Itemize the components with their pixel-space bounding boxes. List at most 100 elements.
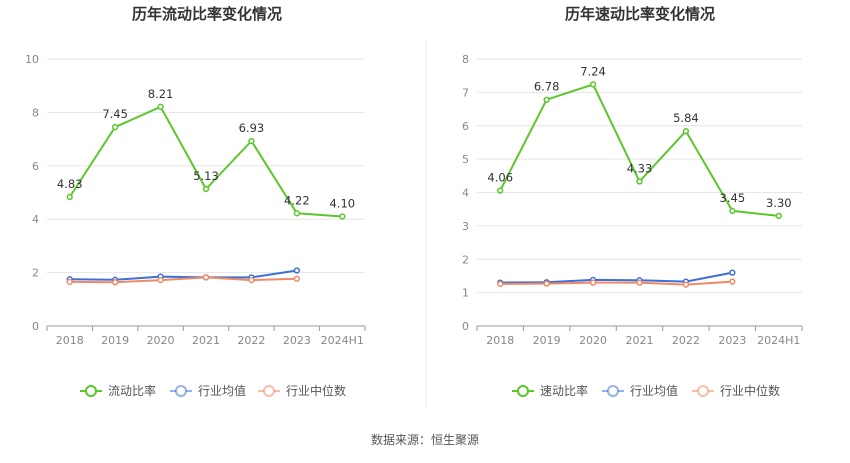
y-tick-label: 5: [462, 153, 469, 166]
legend-marker: [697, 385, 709, 397]
y-tick-label: 0: [462, 320, 469, 333]
data-point-median: [497, 280, 504, 288]
legend-item-main: 流动比率: [80, 383, 156, 398]
data-point-median: [729, 278, 736, 285]
legend-label: 速动比率: [540, 383, 588, 398]
data-label: 6.78: [534, 80, 560, 94]
data-point-median: [248, 276, 255, 284]
series-line-avg: [69, 269, 298, 281]
x-tick-label: 2018: [486, 334, 514, 347]
data-point-main: [111, 123, 119, 131]
x-tick-label: 2019: [533, 334, 561, 347]
series-line-median: [500, 280, 733, 286]
y-tick-label: 8: [462, 53, 469, 66]
data-label: 5.84: [673, 111, 699, 125]
x-tick-label: 2018: [56, 334, 84, 347]
y-tick-label: 6: [462, 120, 469, 133]
data-label: 4.22: [284, 193, 310, 207]
data-label: 4.06: [487, 170, 513, 184]
data-point-median: [111, 279, 119, 286]
chart-1: 历年流动比率变化情况 0 2 4 6 8 10 2018 2019 2020 2021 2022 202…: [25, 5, 366, 398]
data-point-main: [339, 213, 346, 220]
legend-marker: [263, 385, 275, 397]
data-point-median: [66, 278, 73, 286]
source-note: 数据来源：恒生聚源: [371, 432, 479, 447]
data-label: 8.21: [148, 87, 174, 101]
data-point-main: [157, 103, 164, 110]
data-point-main: [293, 210, 301, 217]
legend-label: 行业均值: [630, 383, 678, 398]
x-tick-label: 2019: [101, 334, 129, 347]
x-tick-label: 2020: [147, 334, 175, 347]
data-point-median: [682, 281, 690, 288]
legend-item-median: 行业中位数: [692, 383, 780, 398]
data-point-main: [636, 178, 643, 185]
data-point-median: [589, 279, 597, 286]
x-tick-label: 2022: [672, 334, 700, 347]
y-tick-label: 1: [462, 287, 469, 300]
chart-2: 历年速动比率变化情况 0 1 2 3 4 5 6 7 8 2018 2019 2020 2021 2022 2…: [462, 5, 803, 398]
x-tick-label: 2024H1: [321, 334, 364, 347]
x-tick-label: 2024H1: [757, 334, 800, 347]
data-label: 6.93: [239, 121, 265, 135]
data-point-main: [589, 81, 597, 88]
legend-marker: [85, 385, 97, 397]
data-point-avg: [729, 269, 736, 276]
data-point-median: [543, 280, 550, 287]
legend-marker: [607, 385, 619, 397]
data-point-median: [636, 279, 643, 286]
data-label: 4.10: [329, 197, 355, 211]
data-label: 7.24: [580, 64, 606, 78]
series-line-avg: [500, 271, 733, 284]
data-point-main: [775, 212, 782, 220]
y-tick-label: 10: [25, 53, 39, 66]
data-point-median: [293, 275, 301, 282]
y-tick-label: 2: [462, 253, 469, 266]
data-point-median: [202, 274, 210, 281]
x-tick-label: 2022: [237, 334, 265, 347]
chart-title: 历年速动比率变化情况: [565, 5, 715, 23]
x-tick-label: 2020: [579, 334, 607, 347]
x-tick-label: 2021: [192, 334, 220, 347]
data-point-main: [202, 185, 210, 193]
y-tick-label: 4: [32, 213, 39, 226]
data-point-main: [729, 207, 736, 215]
data-label: 7.45: [102, 107, 128, 121]
x-tick-label: 2023: [283, 334, 311, 347]
legend-item-avg: 行业均值: [602, 383, 678, 398]
data-point-main: [248, 137, 255, 145]
data-label: 5.13: [193, 169, 219, 183]
data-point-main: [682, 127, 690, 135]
data-label: 3.30: [766, 196, 792, 210]
y-tick-label: 3: [462, 220, 469, 233]
y-tick-label: 2: [32, 267, 39, 280]
data-point-median: [157, 276, 164, 284]
legend-label: 行业中位数: [720, 383, 780, 398]
y-tick-label: 6: [32, 160, 39, 173]
data-point-avg: [293, 267, 301, 274]
legend-label: 行业均值: [198, 383, 246, 398]
data-label: 3.45: [720, 191, 746, 205]
data-point-main: [497, 187, 504, 194]
y-tick-label: 8: [32, 106, 39, 119]
legend-label: 行业中位数: [286, 383, 346, 398]
legend-item-median: 行业中位数: [258, 383, 346, 398]
y-tick-label: 4: [462, 187, 469, 200]
x-tick-label: 2021: [626, 334, 654, 347]
y-tick-label: 0: [32, 320, 39, 333]
data-label: 4.33: [627, 161, 653, 175]
series-line-median: [69, 276, 297, 284]
legend-label: 流动比率: [108, 383, 156, 398]
legend-item-avg: 行业均值: [170, 383, 246, 398]
y-tick-label: 7: [462, 86, 469, 99]
data-label: 4.83: [57, 177, 83, 191]
chart-title: 历年流动比率变化情况: [132, 5, 282, 23]
x-tick-label: 2023: [718, 334, 746, 347]
legend-marker: [175, 385, 187, 397]
legend-marker: [517, 385, 529, 397]
data-point-main: [543, 96, 550, 103]
legend-item-main: 速动比率: [512, 383, 588, 398]
data-point-main: [66, 193, 73, 201]
